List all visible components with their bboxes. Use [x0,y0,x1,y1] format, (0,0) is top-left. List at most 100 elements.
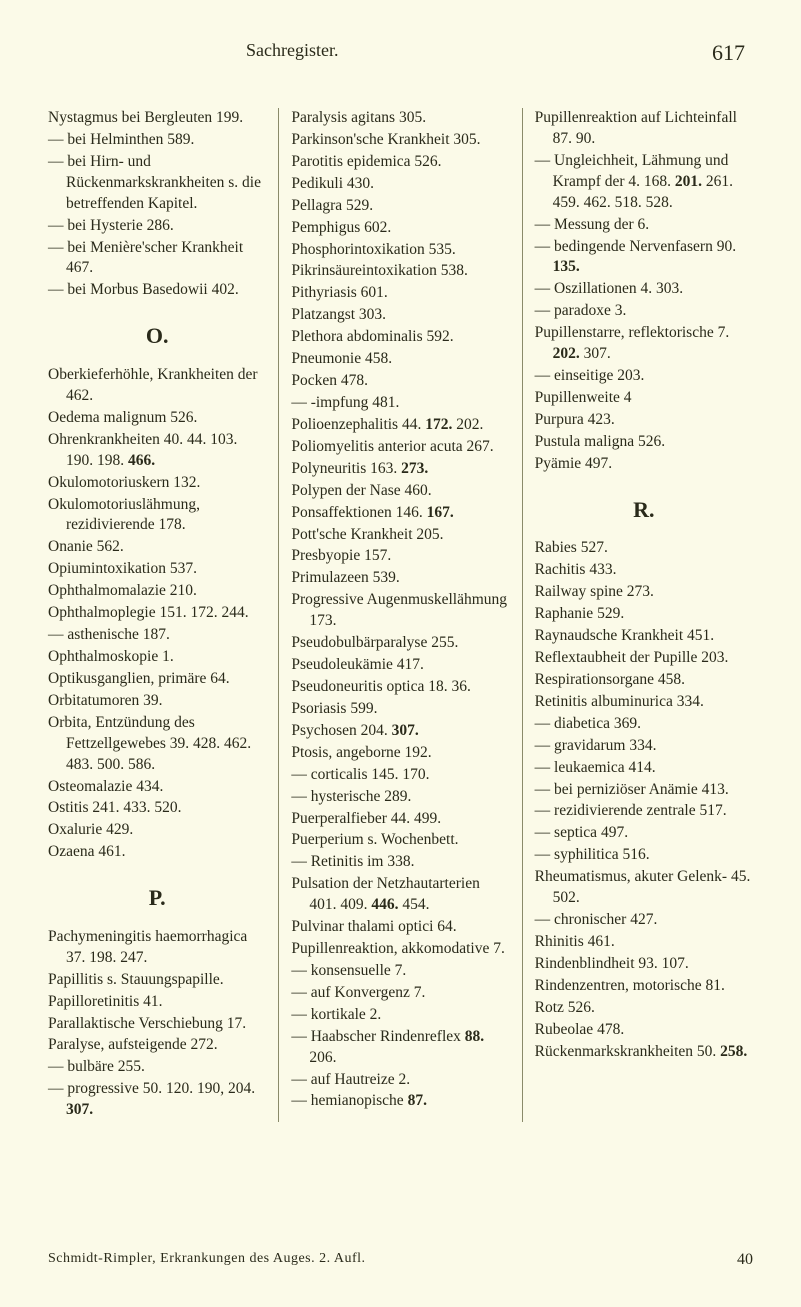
index-entry: Pemphigus 602. [291,218,509,239]
index-entry: Orbitatumoren 39. [48,691,266,712]
index-entry: Raphanie 529. [535,604,753,625]
index-entry: — bei perniziöser Anämie 413. [535,780,753,801]
index-entry: Polyneuritis 163. 273. [291,459,509,480]
index-entry: Pustula maligna 526. [535,432,753,453]
index-entry: — hemianopische 87. [291,1091,509,1112]
index-entry: — asthenische 187. [48,625,266,646]
index-entry: Okulomotoriuskern 132. [48,473,266,494]
index-entry: — Oszillationen 4. 303. [535,279,753,300]
index-entry: — hysterische 289. [291,787,509,808]
index-entry: — gravidarum 334. [535,736,753,757]
index-entry: — bulbäre 255. [48,1057,266,1078]
index-entry: Pocken 478. [291,371,509,392]
index-entry: — leukaemica 414. [535,758,753,779]
page-header: Sachregister. 617 [48,40,753,66]
index-entry: Opiumintoxikation 537. [48,559,266,580]
index-entry: Pulvinar thalami optici 64. [291,917,509,938]
section-header: P. [48,883,266,913]
index-entry: Papillitis s. Stauungspapille. [48,970,266,991]
index-entry: Optikusganglien, primäre 64. [48,669,266,690]
index-entry: — chronischer 427. [535,910,753,931]
index-entry: — corticalis 145. 170. [291,765,509,786]
index-entry: Osteomalazie 434. [48,777,266,798]
index-entry: — bei Hirn- und Rückenmarkskrankheiten s… [48,152,266,215]
index-entry: Rotz 526. [535,998,753,1019]
index-entry: Pikrinsäureintoxikation 538. [291,261,509,282]
index-entry: Railway spine 273. [535,582,753,603]
index-entry: — bei Hysterie 286. [48,216,266,237]
index-entry: — Haabscher Rindenreflex 88. 206. [291,1027,509,1069]
index-columns: Nystagmus bei Bergleuten 199.— bei Helmi… [48,108,753,1122]
index-entry: Oberkieferhöhle, Krankheiten der 462. [48,365,266,407]
index-entry: Psychosen 204. 307. [291,721,509,742]
index-entry: Raynaudsche Krankheit 451. [535,626,753,647]
index-entry: Rabies 527. [535,538,753,559]
index-entry: Pachymeningitis haemorrhagica 37. 198. 2… [48,927,266,969]
index-entry: — -impfung 481. [291,393,509,414]
index-entry: — auf Konvergenz 7. [291,983,509,1004]
index-entry: Pneumonie 458. [291,349,509,370]
index-entry: Papilloretinitis 41. [48,992,266,1013]
index-entry: Poliomyelitis anterior acuta 267. [291,437,509,458]
index-entry: Primulazeen 539. [291,568,509,589]
index-entry: Pupillenreaktion, akkomodative 7. [291,939,509,960]
index-entry: Nystagmus bei Bergleuten 199. [48,108,266,129]
index-entry: — Ungleichheit, Lähmung und Krampf der 4… [535,151,753,214]
index-entry: Phosphorintoxikation 535. [291,240,509,261]
index-entry: Parkinson'sche Krankheit 305. [291,130,509,151]
index-entry: Rindenblindheit 93. 107. [535,954,753,975]
index-entry: — auf Hautreize 2. [291,1070,509,1091]
index-entry: Purpura 423. [535,410,753,431]
index-entry: Polypen der Nase 460. [291,481,509,502]
index-entry: — Messung der 6. [535,215,753,236]
index-entry: Paralyse, aufsteigende 272. [48,1035,266,1056]
index-entry: — kortikale 2. [291,1005,509,1026]
index-entry: Pupillenstarre, reflektorische 7. 202. 3… [535,323,753,365]
index-entry: Progressive Augenmuskellähmung 173. [291,590,509,632]
index-entry: — syphilitica 516. [535,845,753,866]
column-2: Paralysis agitans 305.Parkinson'sche Kra… [278,108,522,1122]
index-entry: Pseudoleukämie 417. [291,655,509,676]
index-entry: Pulsation der Netzhautarterien 401. 409.… [291,874,509,916]
index-entry: Ponsaffektionen 146. 167. [291,503,509,524]
index-entry: Pithyriasis 601. [291,283,509,304]
index-entry: — konsensuelle 7. [291,961,509,982]
footer-citation: Schmidt-Rimpler, Erkrankungen des Auges.… [48,1251,366,1269]
column-1: Nystagmus bei Bergleuten 199.— bei Helmi… [48,108,278,1122]
index-entry: Ostitis 241. 433. 520. [48,798,266,819]
index-entry: Pseudoneuritis optica 18. 36. [291,677,509,698]
index-entry: Parallaktische Verschiebung 17. [48,1014,266,1035]
index-entry: — progressive 50. 120. 190, 204. 307. [48,1079,266,1121]
index-entry: Ozaena 461. [48,842,266,863]
index-entry: Pupillenweite 4 [535,388,753,409]
index-entry: Rubeolae 478. [535,1020,753,1041]
index-entry: Okulomotoriuslähmung, rezidivierende 178… [48,495,266,537]
index-entry: Polioenzephalitis 44. 172. 202. [291,415,509,436]
index-entry: Rheumatismus, akuter Gelenk- 45. 502. [535,867,753,909]
index-entry: Pyämie 497. [535,454,753,475]
index-entry: Ophthalmoplegie 151. 172. 244. [48,603,266,624]
index-entry: — bei Helminthen 589. [48,130,266,151]
index-entry: Ptosis, angeborne 192. [291,743,509,764]
index-entry: — bedingende Nervenfasern 90. 135. [535,237,753,279]
index-entry: — Retinitis im 338. [291,852,509,873]
index-entry: Pedikuli 430. [291,174,509,195]
index-entry: — paradoxe 3. [535,301,753,322]
index-entry: Pott'sche Krankheit 205. [291,525,509,546]
index-entry: Oedema malignum 526. [48,408,266,429]
index-entry: Ohrenkrankheiten 40. 44. 103. 190. 198. … [48,430,266,472]
index-entry: — bei Morbus Basedowii 402. [48,280,266,301]
index-entry: Puerperium s. Wochenbett. [291,830,509,851]
index-entry: Pellagra 529. [291,196,509,217]
index-entry: Presbyopie 157. [291,546,509,567]
footer-signature: 40 [737,1251,753,1269]
index-entry: Psoriasis 599. [291,699,509,720]
index-entry: Pseudobulbärparalyse 255. [291,633,509,654]
index-entry: Pupillenreaktion auf Lichteinfall 87. 90… [535,108,753,150]
section-header: R. [535,495,753,525]
header-title: Sachregister. [246,40,338,66]
index-entry: Rückenmarkskrankheiten 50. 258. [535,1042,753,1063]
index-entry: — rezidivierende zentrale 517. [535,801,753,822]
index-entry: Ophthalmoskopie 1. [48,647,266,668]
index-entry: Retinitis albuminurica 334. [535,692,753,713]
